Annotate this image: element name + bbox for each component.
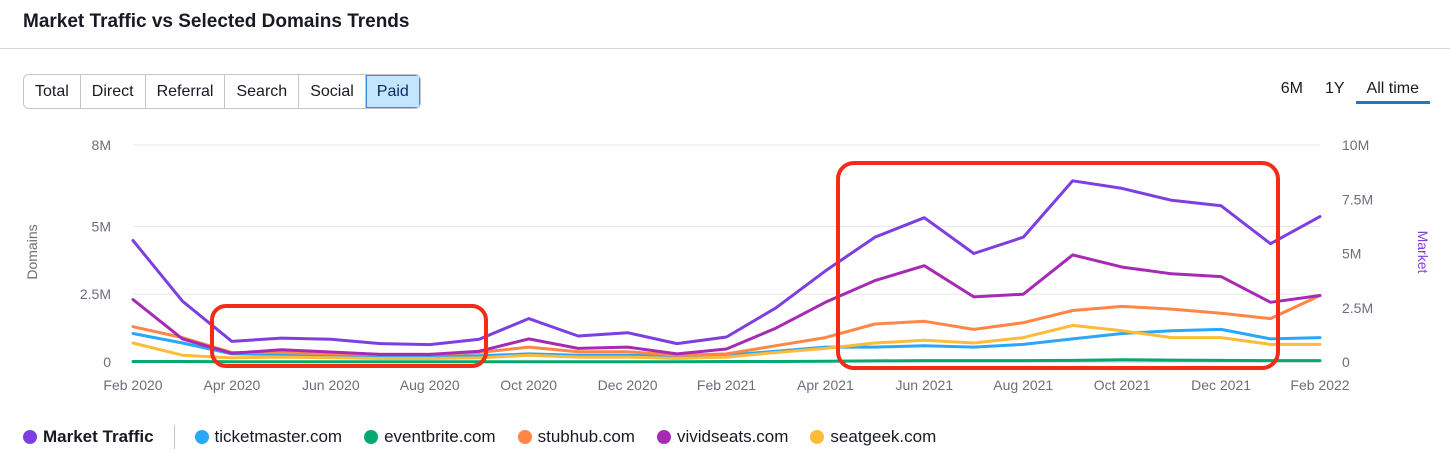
- legend-dot-icon: [656, 430, 671, 444]
- left-tick-label: 2.5M: [80, 286, 111, 302]
- highlight-boxes: [210, 161, 1280, 370]
- legend-item-vividseats[interactable]: vividseats.com: [656, 427, 789, 447]
- right-tick-label: 7.5M: [1342, 191, 1373, 207]
- x-axis-ticks: Feb 2020 Apr 2020 Jun 2020 Aug 2020 Oct 2020…: [103, 377, 1349, 393]
- legend-item-market-traffic[interactable]: Market Traffic: [23, 427, 154, 447]
- left-axis-ticks: 0 2.5M 5M 8M: [80, 137, 111, 370]
- left-axis-label: Domains: [24, 224, 40, 279]
- x-tick-label: Oct 2020: [500, 377, 557, 393]
- legend-label: stubhub.com: [537, 427, 635, 446]
- right-tick-label: 5M: [1342, 246, 1361, 262]
- tab-referral[interactable]: Referral: [145, 75, 226, 108]
- x-tick-label: Apr 2021: [797, 377, 854, 393]
- grid-lines: [133, 144, 1320, 363]
- left-tick-label: 8M: [92, 137, 111, 153]
- x-tick-label: Aug 2020: [400, 377, 460, 393]
- tab-search[interactable]: Search: [225, 75, 300, 108]
- page-title: Market Traffic vs Selected Domains Trend…: [23, 11, 410, 32]
- tab-total[interactable]: Total: [24, 75, 81, 108]
- right-tick-label: 2.5M: [1342, 300, 1373, 316]
- series-line-vividseats: [131, 253, 1322, 356]
- tab-social[interactable]: Social: [299, 75, 366, 108]
- legend-item-ticketmaster[interactable]: ticketmaster.com: [194, 427, 343, 447]
- legend-label: eventbrite.com: [384, 427, 496, 446]
- series-line-eventbrite: [131, 358, 1322, 364]
- range-6m[interactable]: 6M: [1280, 80, 1303, 97]
- x-tick-label: Feb 2021: [697, 377, 756, 393]
- left-tick-label: 0: [103, 354, 111, 370]
- legend-dot-icon: [517, 430, 532, 444]
- legend-dot-icon: [364, 430, 379, 444]
- legend-label: ticketmaster.com: [214, 427, 343, 446]
- widget-header: Market Traffic vs Selected Domains Trend…: [0, 0, 1450, 49]
- legend-dot-icon: [194, 430, 209, 444]
- right-axis-ticks: 0 2.5M 5M 7.5M 10M: [1342, 137, 1373, 370]
- x-tick-label: Feb 2022: [1290, 377, 1349, 393]
- legend-label: vividseats.com: [676, 427, 789, 446]
- chart-legend: Market Traffic ticketmaster.com eventbri…: [23, 425, 958, 449]
- right-tick-label: 10M: [1342, 137, 1369, 153]
- tab-direct[interactable]: Direct: [80, 75, 146, 108]
- x-tick-label: Dec 2020: [598, 377, 658, 393]
- x-tick-label: Jun 2020: [302, 377, 360, 393]
- left-tick-label: 5M: [92, 218, 111, 234]
- series-line-stubhub: [131, 294, 1322, 357]
- highlight-box-2020: [210, 304, 488, 368]
- right-axis-label: Market: [1415, 231, 1431, 274]
- traffic-type-tabs: Total Direct Referral Search Social Paid: [23, 74, 421, 109]
- legend-item-stubhub[interactable]: stubhub.com: [517, 427, 635, 447]
- x-tick-label: Dec 2021: [1191, 377, 1251, 393]
- traffic-trend-chart: 0 2.5M 5M 8M 0 2.5M 5M 7.5M 10M Feb 2020 Apr 202…: [24, 137, 1431, 393]
- highlight-box-2021: [836, 161, 1280, 370]
- legend-label: Market Traffic: [43, 427, 154, 446]
- x-tick-label: Feb 2020: [103, 377, 162, 393]
- legend-label: seatgeek.com: [830, 427, 937, 446]
- range-all-time[interactable]: All time: [1355, 80, 1430, 104]
- legend-dot-icon: [810, 430, 825, 444]
- legend-item-eventbrite[interactable]: eventbrite.com: [364, 427, 496, 447]
- series-lines: [131, 179, 1322, 364]
- series-line-market-traffic: [131, 179, 1322, 347]
- x-tick-label: Jun 2021: [896, 377, 954, 393]
- series-line-seatgeek: [131, 323, 1322, 360]
- x-tick-label: Apr 2020: [204, 377, 261, 393]
- x-tick-label: Oct 2021: [1094, 377, 1151, 393]
- time-range-selector: 6M 1Y All time: [1270, 80, 1430, 104]
- legend-item-seatgeek[interactable]: seatgeek.com: [810, 427, 936, 447]
- range-1y[interactable]: 1Y: [1324, 80, 1345, 97]
- x-tick-label: Aug 2021: [993, 377, 1053, 393]
- legend-dot-icon: [23, 430, 37, 444]
- legend-divider: [173, 425, 175, 449]
- tab-paid[interactable]: Paid: [365, 75, 420, 108]
- right-tick-label: 0: [1342, 354, 1350, 370]
